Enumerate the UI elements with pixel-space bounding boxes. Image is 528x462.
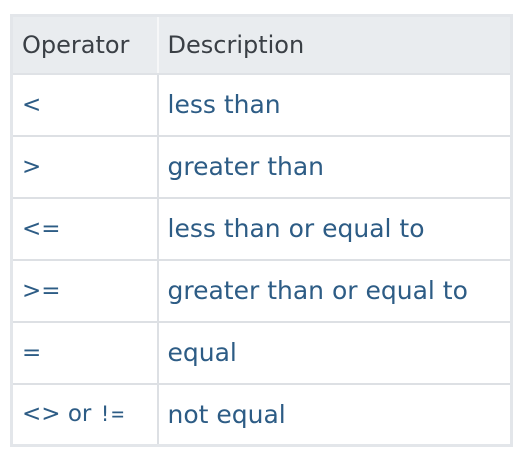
operator-not-equal-b: != [98, 402, 124, 427]
description-cell: equal [157, 320, 512, 384]
table-row: <= less than or equal to [11, 196, 512, 260]
description-cell: not equal [157, 382, 512, 446]
description-cell: greater than [157, 134, 512, 198]
table-row: <> or != not equal [11, 382, 512, 446]
operator-cell: <> or != [11, 382, 159, 446]
operator-cell: >= [11, 258, 159, 322]
table-row: >= greater than or equal to [11, 258, 512, 322]
operator-or-word: or [67, 401, 92, 428]
header-description: Description [156, 14, 513, 75]
description-cell: less than or equal to [157, 196, 512, 260]
operator-not-equal-a: <> [22, 401, 61, 428]
operators-table: Operator Description < less than > great… [10, 14, 513, 447]
table-row: < less than [11, 72, 512, 136]
description-cell: greater than or equal to [157, 258, 512, 322]
table-row: = equal [11, 320, 512, 384]
description-cell: less than [157, 72, 512, 136]
operator-cell: < [11, 72, 159, 136]
table-header: Operator Description [10, 14, 513, 75]
operator-cell: = [11, 320, 159, 384]
header-row: Operator Description [10, 14, 513, 75]
operator-cell: > [11, 134, 159, 198]
operator-cell: <= [11, 196, 159, 260]
table-body: < less than > greater than <= less than … [11, 72, 512, 446]
header-operator: Operator [10, 14, 159, 75]
table-row: > greater than [11, 134, 512, 198]
